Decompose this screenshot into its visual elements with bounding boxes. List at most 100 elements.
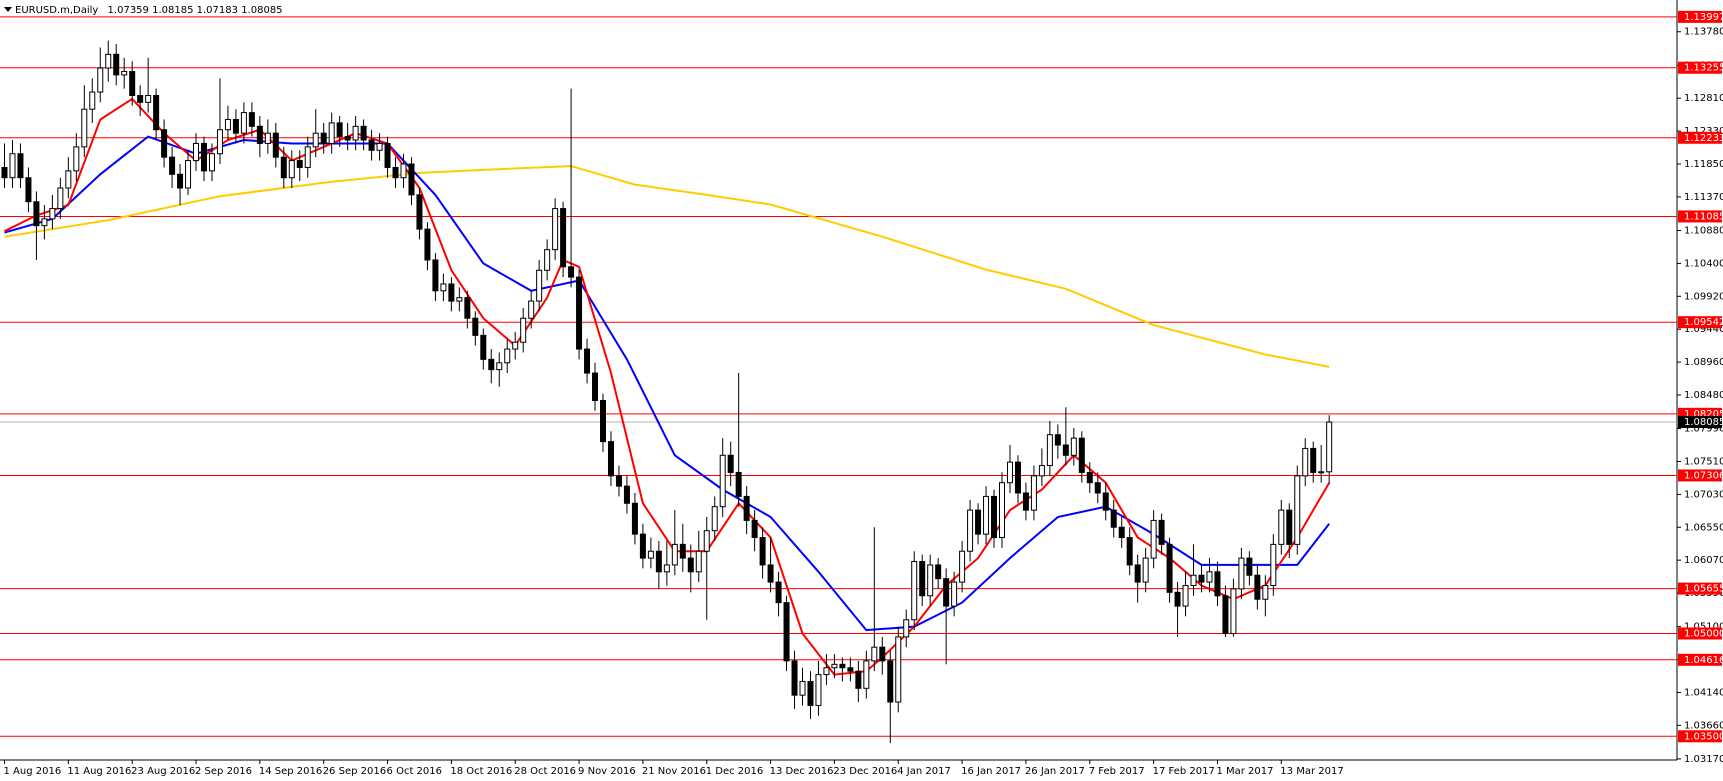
x-tick-label: 9 Nov 2016 <box>578 766 636 777</box>
candle-body <box>193 142 200 162</box>
candle-body <box>9 153 16 179</box>
menu-arrow[interactable] <box>4 7 12 12</box>
candle-body <box>121 70 128 76</box>
level-label: 1.09542 <box>1684 317 1723 328</box>
candle-body <box>312 132 319 148</box>
candle-body <box>480 334 487 360</box>
candle-body <box>113 53 120 76</box>
candle-body <box>1070 437 1077 456</box>
candle-body <box>775 581 782 604</box>
candle-body <box>57 187 64 210</box>
x-tick-label: 7 Feb 2017 <box>1089 766 1145 777</box>
level-label: 1.05655 <box>1684 584 1723 595</box>
y-tick-label: 1.03170 <box>1684 754 1723 765</box>
y-tick-label: 1.09920 <box>1684 291 1723 302</box>
candle-body <box>855 670 862 689</box>
level-label-bg <box>1678 210 1722 223</box>
candle-body <box>41 218 48 227</box>
candle-body <box>424 228 431 261</box>
y-tick-label: 1.04140 <box>1684 687 1723 698</box>
candle-body <box>153 94 160 131</box>
candle-body <box>81 108 88 148</box>
y-tick-label: 1.06550 <box>1684 522 1723 533</box>
candle-body <box>216 129 223 155</box>
candle-body <box>895 636 902 703</box>
candle-body <box>1158 519 1165 545</box>
level-label-bg <box>1678 730 1722 743</box>
level-label-bg <box>1678 61 1722 74</box>
candle-body <box>1110 509 1117 528</box>
level-label-bg <box>1678 131 1722 144</box>
candle-body <box>89 91 96 110</box>
candle-body <box>735 471 742 497</box>
x-tick-label: 1 Dec 2016 <box>706 766 764 777</box>
level-label-bg <box>1678 10 1722 23</box>
candle-body <box>839 663 846 669</box>
candle-body <box>1022 492 1029 511</box>
x-tick-label: 1 Mar 2017 <box>1216 766 1273 777</box>
candle-body <box>544 249 551 271</box>
x-tick-label: 13 Mar 2017 <box>1280 766 1343 777</box>
candle-body <box>552 208 559 251</box>
candle-body <box>185 160 192 189</box>
candle-body <box>256 125 263 144</box>
candle-body <box>25 177 32 203</box>
candle-body <box>224 118 231 131</box>
candle-body <box>815 674 822 706</box>
x-tick-label: 26 Jan 2017 <box>1025 766 1085 777</box>
candle-body <box>671 543 678 566</box>
candle-body <box>49 208 56 220</box>
x-tick-label: 16 Jan 2017 <box>961 766 1021 777</box>
candle-body <box>384 142 391 168</box>
level-label: 1.03500 <box>1684 731 1723 742</box>
candle-body <box>376 142 383 151</box>
x-tick-label: 11 Aug 2016 <box>67 766 131 777</box>
candle-body <box>1 166 8 179</box>
candle-body <box>695 550 702 573</box>
candle-body <box>863 660 870 689</box>
candle-body <box>903 619 910 638</box>
candle-body <box>1150 519 1157 559</box>
x-tick-label: 1 Aug 2016 <box>4 766 62 777</box>
x-tick-label: 26 Sep 2016 <box>323 766 386 777</box>
level-label: 1.05000 <box>1684 628 1723 639</box>
candle-body <box>33 201 40 227</box>
candle-body <box>296 160 303 168</box>
candle-body <box>1094 482 1101 494</box>
header-close: 1.08085 <box>241 5 282 16</box>
candle-body <box>687 557 694 573</box>
candle-body <box>1126 537 1133 566</box>
candle-body <box>169 156 176 175</box>
candle-body <box>1198 574 1205 583</box>
candle-body <box>1214 571 1221 597</box>
x-tick-label: 2 Sep 2016 <box>195 766 252 777</box>
candle-body <box>1038 465 1045 477</box>
candle-body <box>911 561 918 621</box>
x-tick-label: 23 Aug 2016 <box>131 766 195 777</box>
y-tick-label: 1.11370 <box>1684 192 1723 203</box>
candle-body <box>288 160 295 179</box>
candle-body <box>1326 421 1333 473</box>
candle-body <box>927 564 934 597</box>
chart-header: EURUSD.m,Daily 1.07359 1.08185 1.07183 1… <box>15 5 283 16</box>
candle-body <box>177 173 184 189</box>
candle-body <box>440 283 447 292</box>
candle-body <box>208 153 215 172</box>
candle-body <box>464 297 471 319</box>
moving-average <box>4 165 1330 368</box>
candle-body <box>512 341 519 350</box>
candle-body <box>959 550 966 583</box>
candle-body <box>17 153 24 179</box>
candle-body <box>328 122 335 144</box>
candle-body <box>983 495 990 535</box>
candle-body <box>280 156 287 179</box>
y-tick-label: 1.07030 <box>1684 489 1723 500</box>
candle-body <box>783 602 790 662</box>
candle-body <box>1046 434 1053 467</box>
candle-body <box>560 208 567 268</box>
candle-body <box>743 495 750 521</box>
candle-body <box>1086 471 1093 484</box>
